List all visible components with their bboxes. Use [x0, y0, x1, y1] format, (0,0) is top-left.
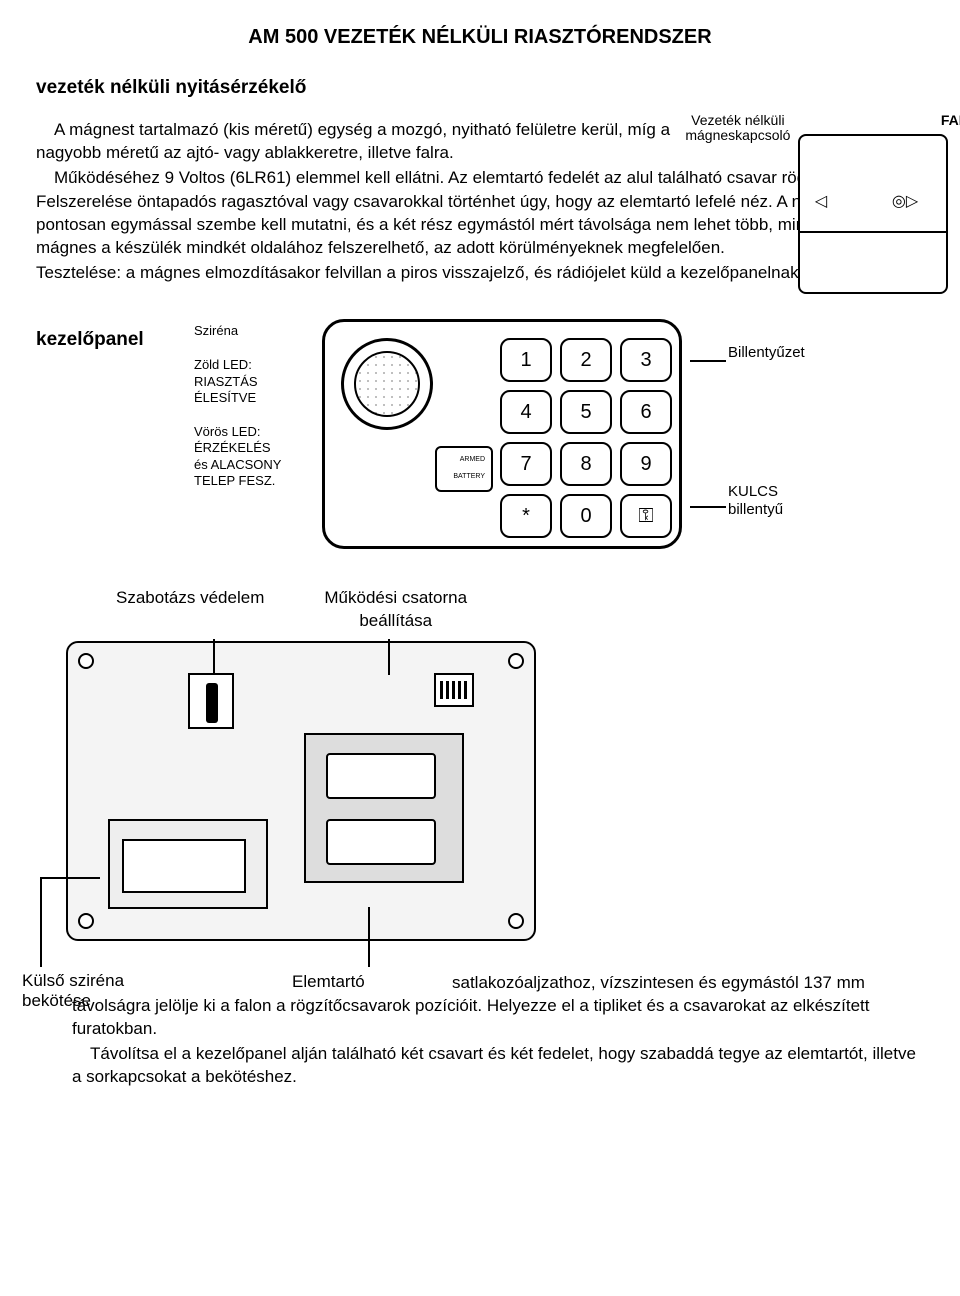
red3: és ALACSONY [194, 457, 281, 472]
keypad-grid: 1 2 3 4 5 6 7 8 9 * 0 ⚿ [500, 338, 672, 538]
key-5[interactable]: 5 [560, 390, 612, 434]
red4: TELEP FESZ. [194, 473, 275, 488]
sensor-heading: vezeték nélküli nyitásérzékelő [36, 75, 924, 101]
key-4[interactable]: 4 [500, 390, 552, 434]
label-tamper: Szabotázs védelem [116, 587, 264, 633]
ext2: bekötése [22, 991, 91, 1010]
screw-icon [508, 653, 524, 669]
leader-line [368, 907, 370, 967]
label-ext-siren: Külső sziréna bekötése [22, 971, 172, 1012]
key-3[interactable]: 3 [620, 338, 672, 382]
sensor-para4: Tesztelése: a mágnes elmozdításakor felv… [36, 262, 924, 285]
leader-line [213, 639, 215, 675]
label-fal: FAL [941, 111, 960, 130]
channel1: Működési csatorna [324, 588, 467, 607]
sensor-para3: Felszerelése öntapadós ragasztóval vagy … [36, 191, 924, 260]
tamper-switch-icon [188, 673, 234, 729]
sensor-box: ◁ ◎▷ [798, 134, 948, 294]
red2: ÉRZÉKELÉS [194, 440, 271, 455]
speaker-icon [341, 338, 433, 430]
label-green-led: Zöld LED: RIASZTÁS ÉLESÍTVE [194, 357, 314, 406]
label-keypad: Billentyűzet [728, 343, 805, 363]
arrow-keylock-icon [690, 501, 730, 513]
back-panel-figure [66, 641, 536, 941]
key-lock[interactable]: ⚿ [620, 494, 672, 538]
keypad-heading: kezelőpanel [36, 319, 186, 549]
label-vnm: Vezeték nélküli mágneskapcsoló [673, 113, 803, 144]
key-8[interactable]: 8 [560, 442, 612, 486]
channel2: beállítása [359, 611, 432, 630]
key-2[interactable]: 2 [560, 338, 612, 382]
keylock2: billentyű [728, 501, 783, 518]
led-battery: BATTERY [443, 469, 485, 486]
label-red-led: Vörös LED: ÉRZÉKELÉS és ALACSONY TELEP F… [194, 424, 314, 489]
sensor-para1: A mágnest tartalmazó (kis méretű) egység… [36, 119, 673, 165]
leader-line [40, 877, 42, 967]
red1: Vörös LED: [194, 424, 260, 439]
led-indicator-box: ARMED BATTERY [435, 446, 493, 492]
arrow-keypad-icon [690, 355, 730, 367]
screw-icon [78, 913, 94, 929]
battery-cell-icon [326, 753, 436, 799]
circle-target-icon: ◎▷ [892, 191, 918, 213]
ext1: Külső sziréna [22, 971, 124, 990]
label-siren: Sziréna [194, 323, 314, 339]
label-battery: Elemtartó [292, 971, 412, 1012]
keypad-left-labels: Sziréna Zöld LED: RIASZTÁS ÉLESÍTVE Vörö… [194, 319, 314, 549]
label-keylock: KULCS billentyű [728, 483, 783, 519]
screw-icon [78, 653, 94, 669]
dip-switch-icon [434, 673, 474, 707]
triangle-left-icon: ◁ [815, 191, 827, 213]
keylock1: KULCS [728, 483, 778, 500]
label-channel: Működési csatorna beállítása [324, 587, 467, 633]
led-armed: ARMED [443, 452, 485, 469]
label-vnm1: Vezeték nélküli [691, 112, 784, 128]
key-star[interactable]: * [500, 494, 552, 538]
keypad-panel: ARMED BATTERY 1 2 3 4 5 6 7 8 9 * 0 ⚿ [322, 319, 682, 549]
key-0[interactable]: 0 [560, 494, 612, 538]
leader-line [388, 639, 390, 675]
screw-icon [508, 913, 524, 929]
keypad-right-labels: Billentyűzet KULCS billentyű [690, 319, 820, 549]
battery-compartment [304, 733, 464, 883]
key-1[interactable]: 1 [500, 338, 552, 382]
page-title: AM 500 VEZETÉK NÉLKÜLI RIASZTÓRENDSZER [36, 24, 924, 51]
sensor-figure: Vezeték nélküli mágneskapcsoló FAL AJTÓ … [683, 119, 924, 165]
terminal-block-icon [108, 819, 268, 909]
label-vnm2: mágneskapcsoló [685, 127, 790, 143]
final-p2: Távolítsa el a kezelőpanel alján találha… [72, 1043, 924, 1089]
sensor-para2: Működéséhez 9 Voltos (6LR61) elemmel kel… [36, 167, 924, 190]
green2: RIASZTÁS [194, 374, 258, 389]
key-9[interactable]: 9 [620, 442, 672, 486]
leader-line [40, 877, 100, 879]
green1: Zöld LED: [194, 357, 252, 372]
key-6[interactable]: 6 [620, 390, 672, 434]
key-7[interactable]: 7 [500, 442, 552, 486]
battery-cell-icon [326, 819, 436, 865]
green3: ÉLESÍTVE [194, 390, 256, 405]
